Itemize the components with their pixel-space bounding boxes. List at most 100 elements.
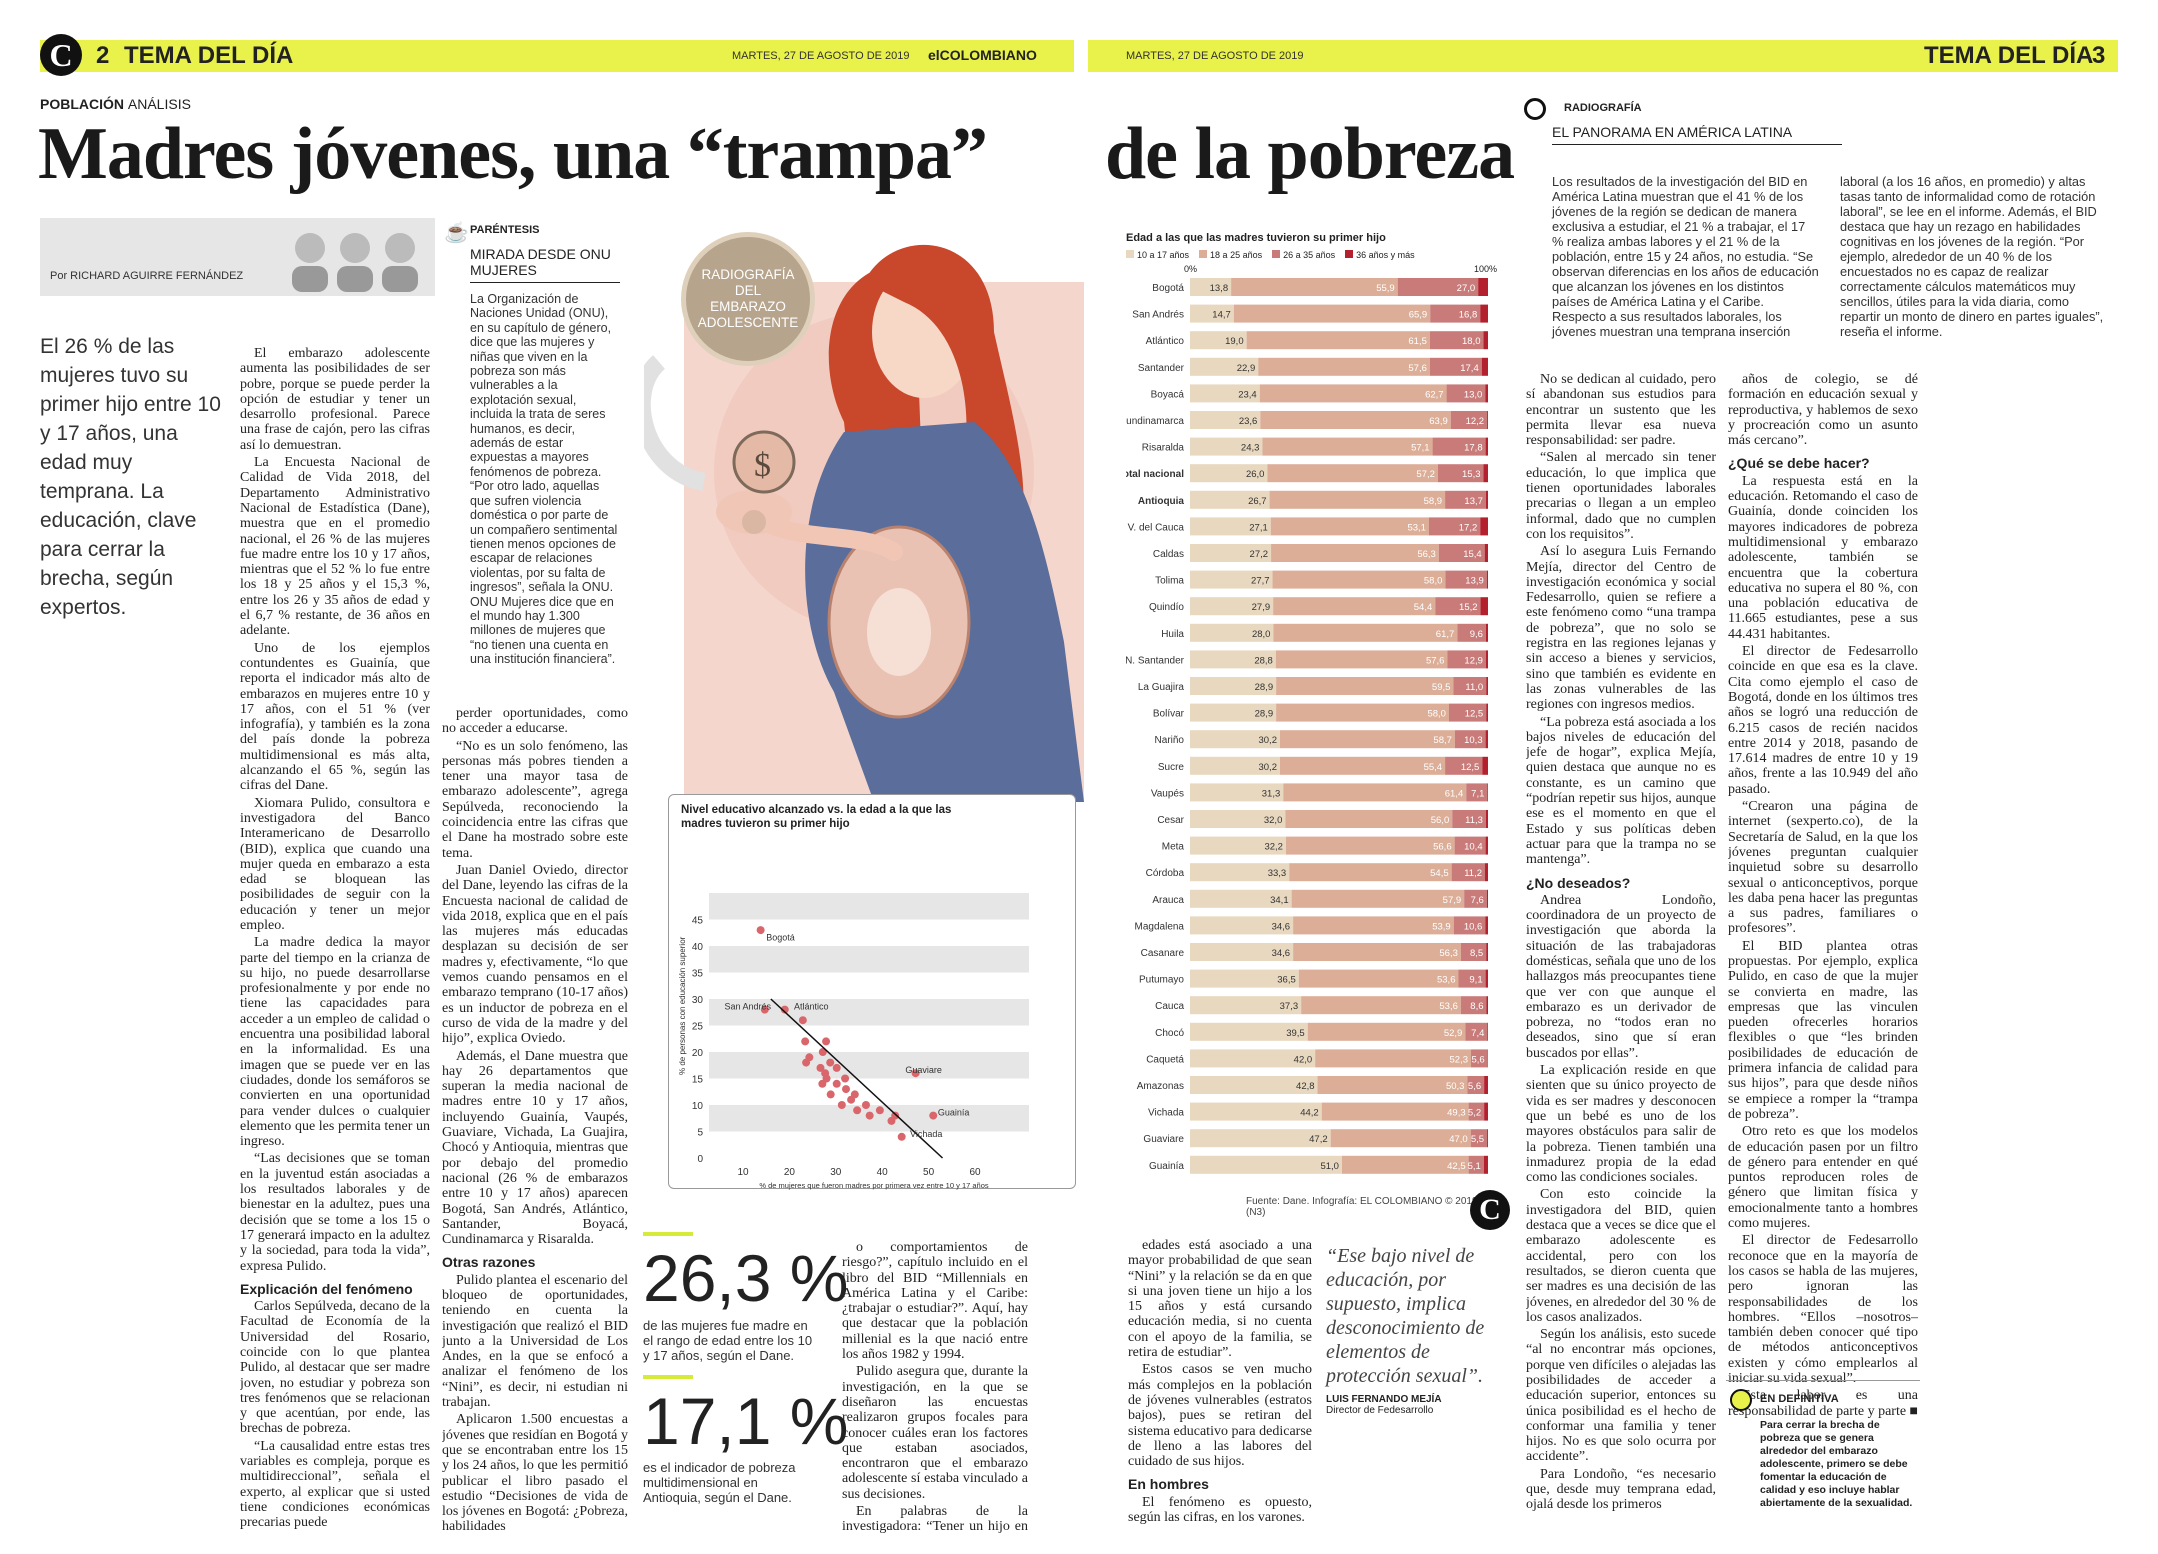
bar-value-label: 27,1: [1249, 522, 1268, 533]
parentesis-text: La Organización de Naciones Unidad (ONU)…: [470, 292, 618, 667]
paragraph: La respuesta está en la educación. Retom…: [1728, 473, 1918, 642]
bar-value-label: 10,3: [1464, 735, 1483, 746]
bar-value-label: 15,3: [1462, 469, 1481, 480]
bar-segment: [1482, 756, 1488, 775]
bar-category-label: Cundinamarca: [1126, 416, 1184, 427]
bar-segment: [1259, 384, 1447, 403]
bar-value-label: 62,7: [1425, 389, 1444, 400]
bar-segment: [1429, 331, 1484, 350]
bar-value-label: 5,6: [1471, 1054, 1484, 1065]
bar-segment: [1190, 756, 1280, 775]
bar-segment: [1428, 517, 1481, 536]
bar-value-label: 34,6: [1272, 921, 1291, 932]
bar-segment: [1483, 1155, 1488, 1174]
bar-segment: [1432, 437, 1486, 456]
y-axis-label: % de personas con educación superior: [678, 936, 687, 1075]
bar-category-label: Nariño: [1155, 735, 1185, 746]
bar-segment: [1445, 490, 1486, 509]
bar-value-label: 23,6: [1239, 416, 1258, 427]
paragraph: La madre dedica la mayor parte del tiemp…: [240, 935, 430, 1150]
stat1-line: [643, 1232, 693, 1236]
bar-segment: [1270, 517, 1429, 536]
bar-segment: [1190, 1129, 1331, 1148]
radiografia-text2: laboral (a los 16 años, en promedio) y a…: [1840, 174, 2104, 339]
parentesis-rule: [470, 282, 620, 283]
definitiva-box: EN DEFINITIVA Para cerrar la brecha de p…: [1726, 1380, 1920, 1530]
legend-item: 26 a 35 años: [1272, 250, 1335, 260]
trend-line: [770, 998, 944, 1159]
bar-segment: [1246, 331, 1430, 350]
paragraph: La explicación reside en que sienten que…: [1526, 1063, 1716, 1186]
bar-value-label: 61,4: [1445, 788, 1464, 799]
scatter-point: [861, 1101, 870, 1109]
legend-item: 18 a 25 años: [1199, 250, 1262, 260]
bar-category-label: Risaralda: [1142, 443, 1185, 454]
bar-value-label: 57,6: [1408, 363, 1427, 374]
bar-value-label: 58,7: [1433, 735, 1452, 746]
bar-segment: [1276, 677, 1454, 695]
radiografia-label: RADIOGRAFÍA: [1564, 102, 1642, 114]
bar-category-label: Amazonas: [1137, 1081, 1184, 1092]
bar-segment: [1457, 623, 1486, 642]
paragraph: Pulido asegura que, durante la investiga…: [842, 1364, 1028, 1502]
bar-value-label: 26,7: [1248, 496, 1267, 507]
bar-segment: [1430, 304, 1481, 323]
radiografia-rule: [1552, 144, 1842, 145]
paper-name: elCOLOMBIANO: [928, 47, 1037, 63]
bar-segment: [1275, 650, 1448, 669]
bar-value-label: 7,6: [1471, 895, 1484, 906]
bar-value-label: 36,5: [1277, 975, 1296, 986]
bar-category-label: Vichada: [1148, 1108, 1184, 1119]
bar-category-label: V. del Cauca: [1128, 522, 1185, 533]
scatter-point-label: Guainía: [938, 1108, 970, 1118]
bar-segment: [1485, 437, 1488, 456]
bar-value-label: 44,2: [1300, 1108, 1319, 1119]
page-number: 2: [96, 42, 110, 69]
bar-value-label: 39,5: [1286, 1028, 1305, 1039]
scatter-point-label: Atlántico: [794, 1002, 829, 1012]
bar-value-label: 55,4: [1424, 762, 1443, 773]
bar-value-label: 7,4: [1471, 1028, 1484, 1039]
bar-value-label: 59,5: [1432, 682, 1451, 693]
bar-value-label: 16,8: [1459, 310, 1478, 321]
bar-segment: [1429, 357, 1482, 376]
bar-segment: [1487, 1022, 1488, 1041]
bar-value-label: 58,0: [1427, 709, 1446, 720]
bar-segment: [1480, 304, 1488, 323]
byline-box: Por RICHARD AGUIRRE FERNÁNDEZ: [40, 218, 435, 296]
bar-segment: [1262, 437, 1433, 456]
bar-segment: [1465, 1022, 1488, 1041]
scatter-point: [780, 1005, 789, 1014]
kicker-bold: POBLACIÓN: [40, 96, 124, 112]
bar-segment: [1190, 1102, 1322, 1121]
parentesis-title: MIRADA DESDE ONU MUJERES: [470, 246, 611, 278]
bar-value-label: 47,2: [1309, 1134, 1328, 1145]
paragraph: Carlos Sepúlveda, decano de la Facultad …: [240, 1299, 430, 1437]
gutter-logo-icon: C: [1470, 1190, 1510, 1230]
parentesis-box: ☕ PARÉNTESIS MIRADA DESDE ONU MUJERES La…: [444, 220, 624, 675]
paragraph: No se dedican al cuidado, pero sí abando…: [1526, 372, 1716, 449]
bar-segment: [1460, 943, 1487, 961]
col6-paras: No se dedican al cuidado, pero sí abando…: [1526, 372, 1716, 868]
bar-value-label: 47,0: [1449, 1134, 1468, 1145]
bar-segment: [1487, 783, 1488, 802]
section-title: TEMA DEL DÍA: [1924, 42, 2094, 69]
bar-segment: [1285, 836, 1455, 855]
paragraph: edades está asociado a una mayor probabi…: [1128, 1238, 1312, 1361]
bar-value-label: 28,0: [1252, 629, 1271, 640]
bar-segment: [1190, 863, 1290, 882]
bar-segment: [1272, 570, 1446, 589]
bar-value-label: 8,5: [1470, 948, 1483, 959]
scatter-point-label: Vichada: [910, 1129, 942, 1139]
bar-segment: [1190, 810, 1286, 828]
bar-category-label: N. Santander: [1126, 655, 1185, 666]
scatter-point: [875, 1106, 884, 1115]
bar-value-label: 17,8: [1464, 443, 1483, 454]
bar-segment: [1483, 464, 1488, 483]
bar-value-label: 22,9: [1237, 363, 1256, 374]
bar-category-label: Casanare: [1141, 948, 1185, 959]
bar-value-label: 13,9: [1465, 576, 1484, 587]
bar-value-label: 14,7: [1212, 310, 1231, 321]
scatter-point: [822, 1037, 831, 1046]
bar-category-label: Vaupés: [1151, 788, 1184, 799]
